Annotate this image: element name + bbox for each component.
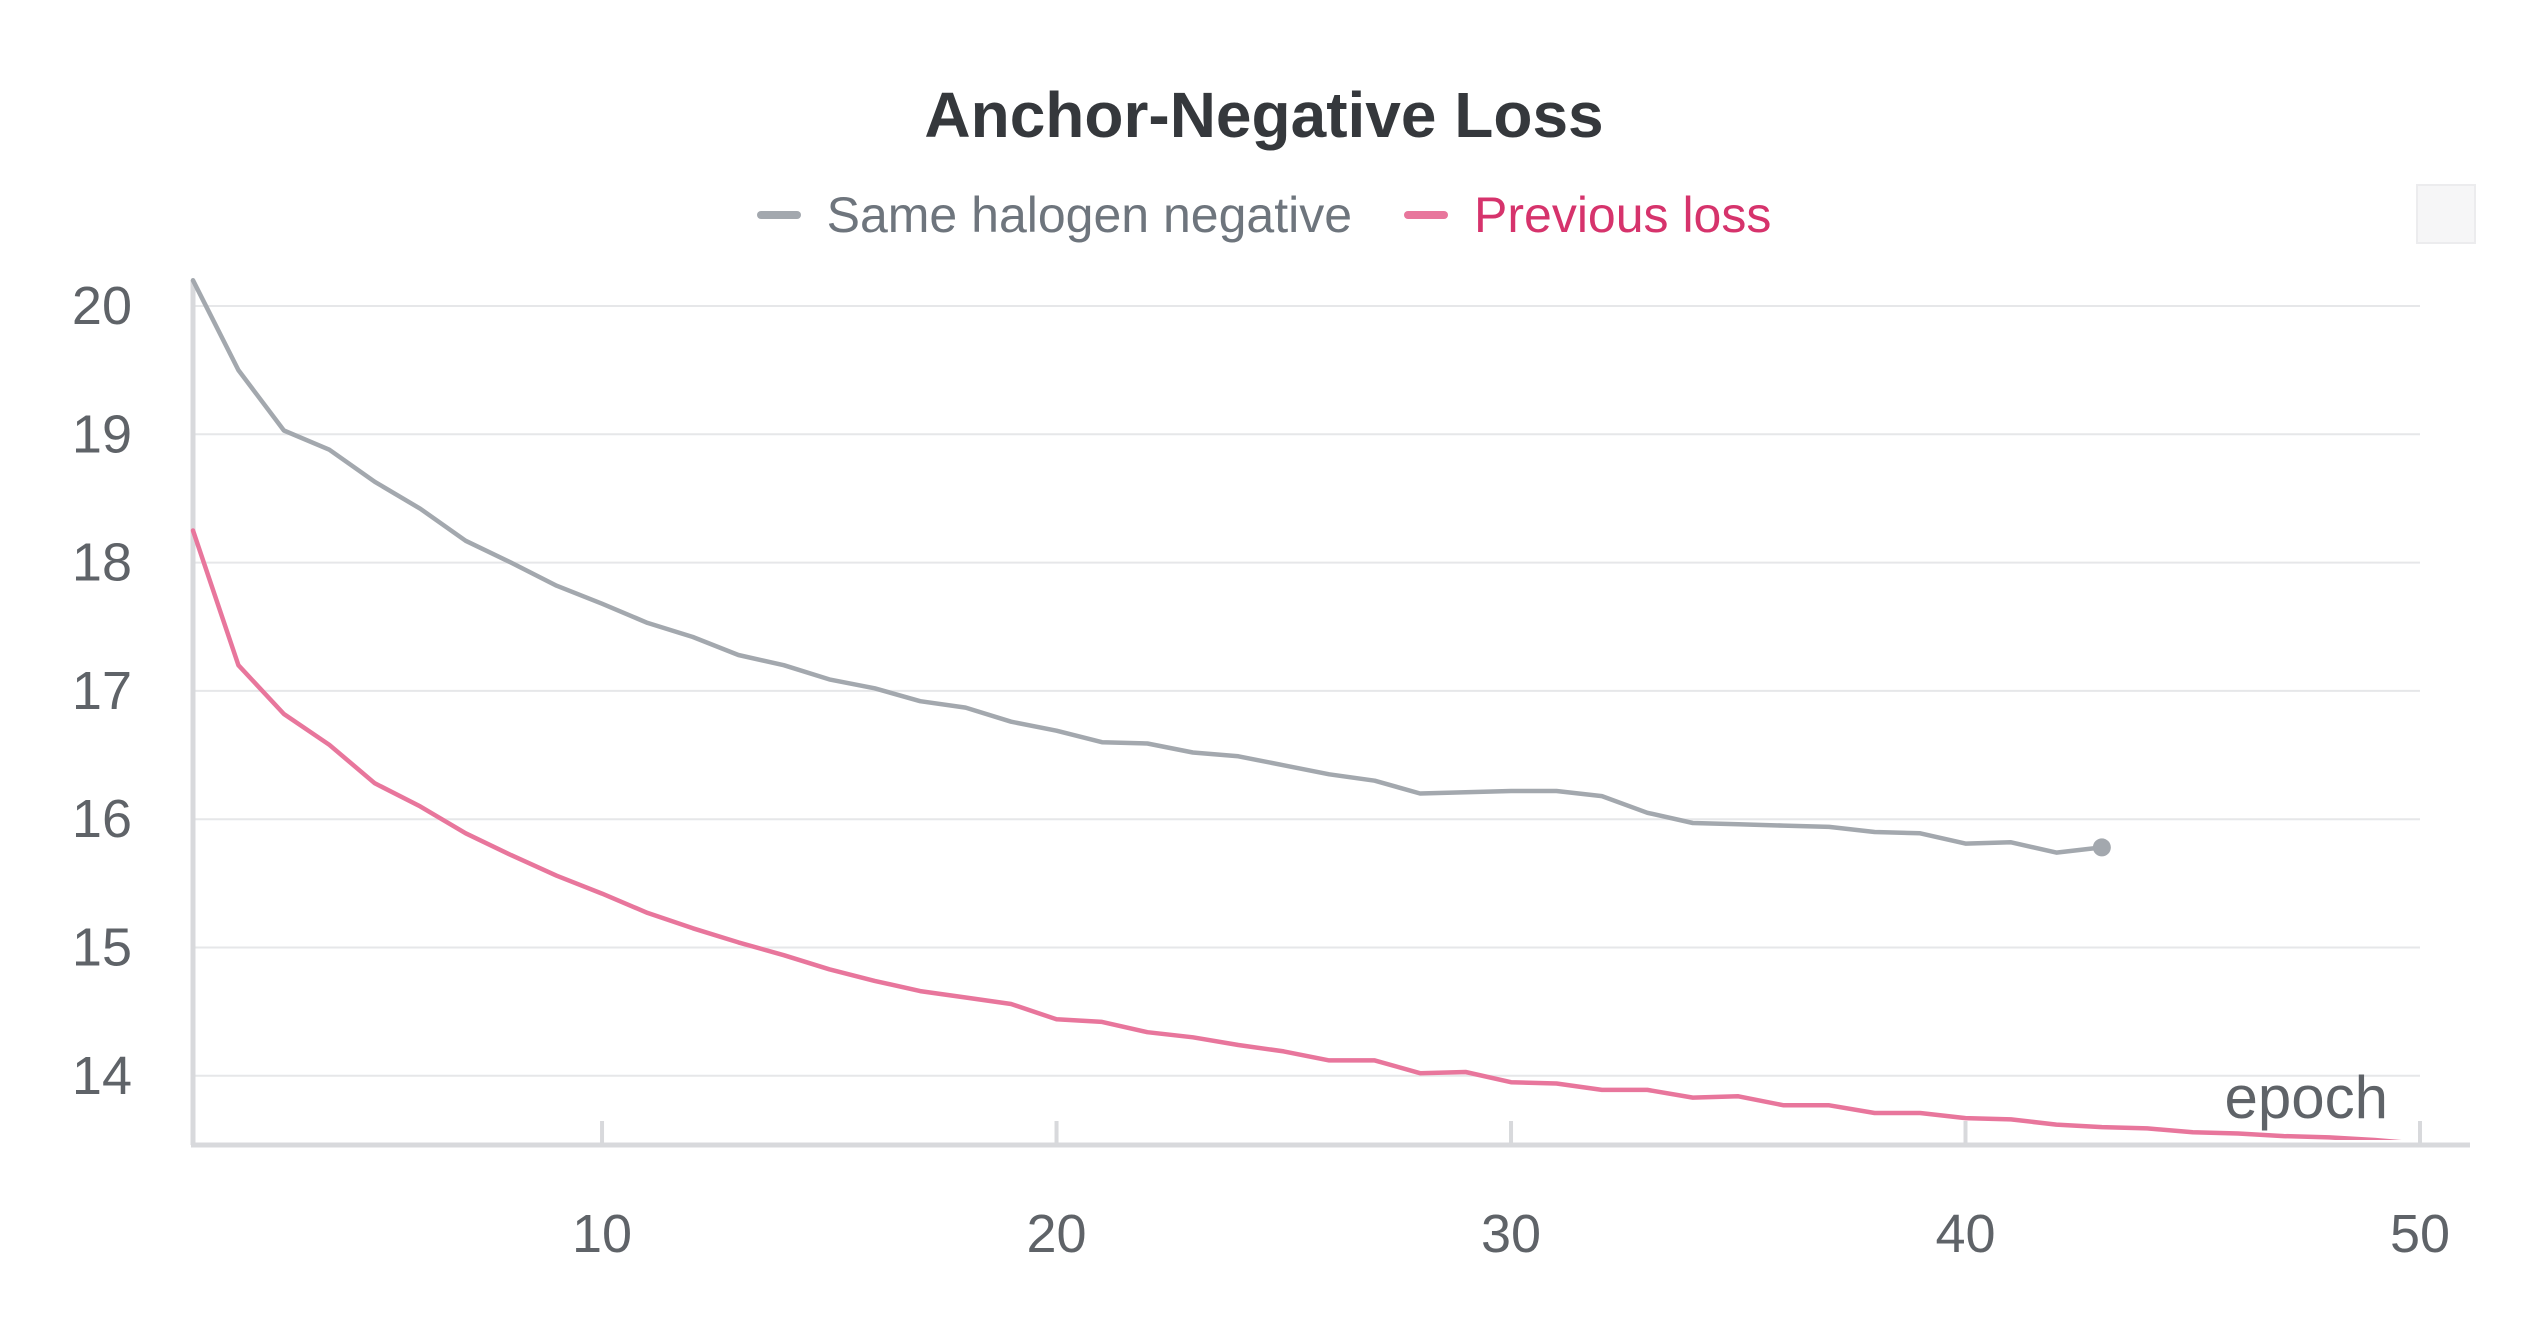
series-end-marker-0 [2092, 838, 2111, 857]
x-tick-label-50: 50 [2390, 1204, 2450, 1264]
legend: Same halogen negative Previous loss [0, 180, 2528, 250]
y-tick-label-14: 14 [72, 1046, 132, 1106]
y-tick-label-16: 16 [72, 789, 132, 849]
legend-label-same-halogen: Same halogen negative [826, 187, 1353, 243]
legend-item-previous-loss[interactable]: Previous loss [1404, 180, 1771, 250]
y-tick-label-18: 18 [72, 533, 132, 593]
x-tick-label-10: 10 [572, 1204, 632, 1264]
legend-toggle-box[interactable] [2416, 184, 2476, 244]
legend-swatch-previous-loss [1404, 211, 1449, 219]
x-tick-label-20: 20 [1026, 1204, 1086, 1264]
legend-swatch-same-halogen [756, 211, 801, 219]
series-line-0 [190, 278, 2105, 855]
y-tick-label-15: 15 [72, 918, 132, 978]
legend-label-previous-loss: Previous loss [1474, 187, 1772, 243]
x-axis-label: epoch [2225, 1064, 2388, 1131]
y-tick-label-20: 20 [72, 276, 132, 336]
x-tick-label-30: 30 [1481, 1204, 1541, 1264]
y-tick-label-17: 17 [72, 661, 132, 721]
chart-title: Anchor-Negative Loss [924, 79, 1604, 151]
series-line-1 [190, 528, 2402, 1140]
x-tick-label-40: 40 [1935, 1204, 1995, 1264]
y-tick-label-19: 19 [72, 404, 132, 464]
legend-item-same-halogen[interactable]: Same halogen negative [756, 180, 1353, 250]
